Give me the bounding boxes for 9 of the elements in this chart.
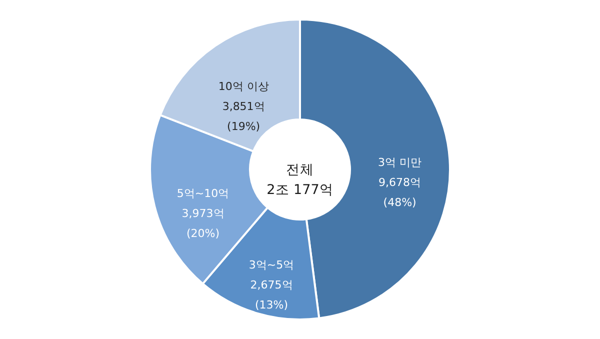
text: 전체 2조 177억	[266, 162, 334, 198]
data-label: 9,678억 (48%)	[378, 176, 422, 210]
data-label: 2,675억 (13%)	[250, 278, 293, 312]
data-label: 3,851억 (19%)	[222, 100, 265, 133]
data-label: 3,973억 (20%)	[182, 206, 224, 240]
slice-label: 5억~10억	[176, 186, 230, 200]
slice-label: 3억~5억	[248, 258, 294, 272]
slice-label: 10억 이상	[218, 80, 269, 93]
slice-label: 3억 미만	[378, 156, 422, 170]
